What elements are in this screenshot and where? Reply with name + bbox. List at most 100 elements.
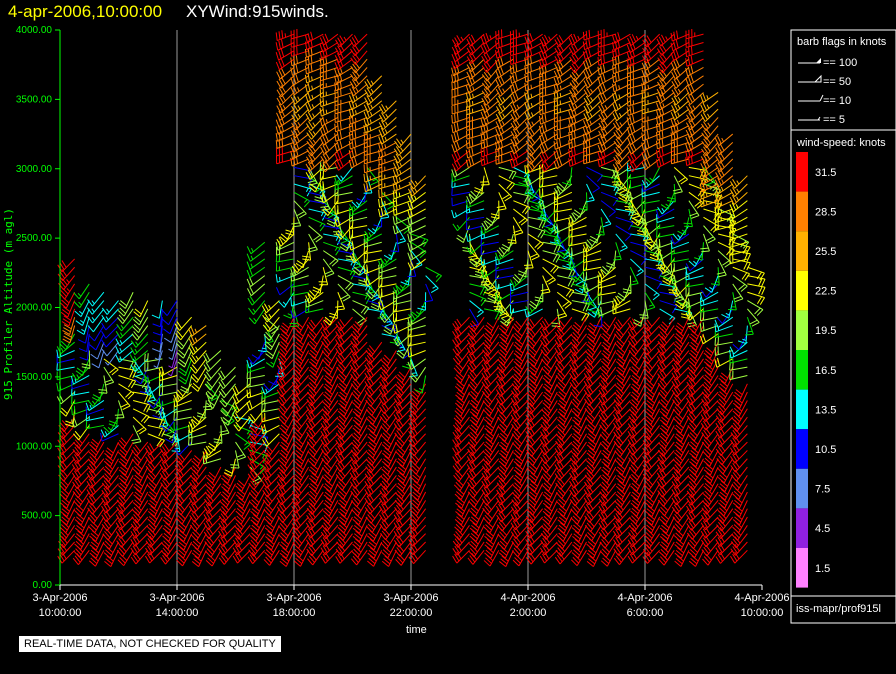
barb-flag bbox=[377, 208, 381, 218]
barb-flag bbox=[88, 478, 94, 487]
barb-flag bbox=[193, 501, 199, 510]
barb-flag bbox=[119, 474, 127, 481]
barb-staff bbox=[475, 508, 485, 526]
barb-half-flag bbox=[154, 357, 159, 361]
barb-flag bbox=[90, 353, 98, 360]
barb-staff bbox=[80, 508, 90, 526]
barb-flag bbox=[144, 394, 149, 403]
barb-staff bbox=[475, 525, 485, 542]
barb-flag bbox=[118, 538, 124, 546]
barb-half-flag bbox=[147, 377, 150, 382]
barb-flag bbox=[121, 472, 129, 479]
barb-flag bbox=[365, 296, 371, 304]
barb-flag bbox=[234, 412, 241, 420]
barb-staff bbox=[124, 292, 134, 309]
barb-flag bbox=[104, 531, 111, 538]
barb-half-flag bbox=[502, 113, 506, 118]
barb-flag bbox=[61, 260, 67, 268]
barb-half-flag bbox=[502, 88, 506, 93]
barb-staff bbox=[161, 408, 169, 427]
barb-flag bbox=[486, 146, 488, 155]
barb-half-flag bbox=[268, 313, 272, 318]
barb-flag bbox=[515, 63, 518, 72]
barb-flag bbox=[163, 498, 170, 506]
barb-flag bbox=[204, 498, 210, 507]
barb-flag bbox=[158, 398, 161, 407]
barb-flag bbox=[140, 415, 147, 423]
barb-flag bbox=[136, 426, 145, 433]
barb-staff bbox=[147, 433, 165, 441]
barb-flag bbox=[132, 468, 140, 475]
barb-flag bbox=[324, 133, 329, 142]
barb-flag bbox=[280, 58, 285, 67]
barb-flag bbox=[501, 314, 510, 319]
barb-flag bbox=[101, 314, 107, 323]
barb-flag bbox=[189, 515, 195, 523]
barb-staff bbox=[154, 500, 163, 517]
barb-half-flag bbox=[369, 126, 372, 131]
barb-flag bbox=[160, 550, 167, 557]
barb-flag bbox=[263, 383, 270, 391]
barb-staff bbox=[314, 341, 324, 359]
barb-half-flag bbox=[282, 301, 287, 306]
barb-flag bbox=[147, 545, 153, 554]
barb-half-flag bbox=[325, 118, 328, 124]
barb-flag bbox=[177, 544, 185, 551]
barb-flag bbox=[353, 156, 358, 166]
barb-flag bbox=[92, 394, 101, 399]
barb-staff bbox=[413, 175, 426, 190]
barb-staff bbox=[124, 450, 134, 467]
barb-half-flag bbox=[319, 223, 323, 227]
barb-flag bbox=[514, 232, 524, 236]
barb-flag bbox=[132, 521, 139, 529]
barb-staff bbox=[534, 483, 544, 501]
barb-half-flag bbox=[364, 295, 368, 300]
barb-flag bbox=[101, 505, 107, 514]
barb-flag bbox=[104, 560, 112, 567]
barb-flag bbox=[462, 246, 471, 250]
barb-flag bbox=[191, 472, 198, 480]
barb-flag bbox=[275, 42, 279, 51]
barb-half-flag bbox=[384, 210, 387, 215]
barb-staff bbox=[182, 341, 193, 359]
barb-flag bbox=[101, 497, 107, 506]
barb-flag bbox=[507, 242, 517, 244]
barb-flag bbox=[103, 426, 111, 434]
barb-flag bbox=[480, 104, 486, 113]
barb-flag bbox=[61, 516, 69, 523]
barb-staff bbox=[519, 341, 529, 359]
barb-flag bbox=[115, 331, 121, 339]
barb-flag bbox=[131, 438, 140, 442]
barb-staff bbox=[322, 250, 339, 262]
barb-half-flag bbox=[355, 95, 358, 100]
barb-flag bbox=[163, 451, 170, 460]
barb-flag bbox=[451, 144, 455, 153]
barb-half-flag bbox=[370, 96, 374, 101]
barb-staff bbox=[138, 491, 149, 509]
barb-half-flag bbox=[107, 427, 112, 431]
barb-flag bbox=[310, 63, 313, 72]
barb-staff bbox=[527, 233, 544, 244]
barb-flag bbox=[75, 540, 83, 548]
barb-flag bbox=[160, 482, 166, 490]
barb-half-flag bbox=[384, 258, 388, 263]
barb-flag bbox=[133, 506, 141, 514]
barb-flag bbox=[101, 482, 108, 490]
barb-flag bbox=[114, 414, 124, 416]
barb-staff bbox=[476, 516, 485, 534]
barb-flag bbox=[236, 491, 244, 498]
barb-staff bbox=[352, 300, 370, 309]
barb-staff bbox=[160, 317, 163, 336]
barb-flag bbox=[85, 402, 90, 411]
barb-staff bbox=[160, 325, 163, 344]
barb-staff bbox=[168, 308, 178, 326]
barb-flag bbox=[177, 389, 184, 397]
barb-flag bbox=[483, 156, 486, 165]
barb-flag bbox=[205, 511, 211, 520]
barb-flag bbox=[179, 538, 187, 545]
barb-flag bbox=[74, 510, 81, 517]
barb-half-flag bbox=[368, 289, 373, 291]
barb-flag bbox=[453, 152, 459, 161]
barb-half-flag bbox=[385, 105, 389, 110]
barb-flag bbox=[248, 542, 256, 549]
